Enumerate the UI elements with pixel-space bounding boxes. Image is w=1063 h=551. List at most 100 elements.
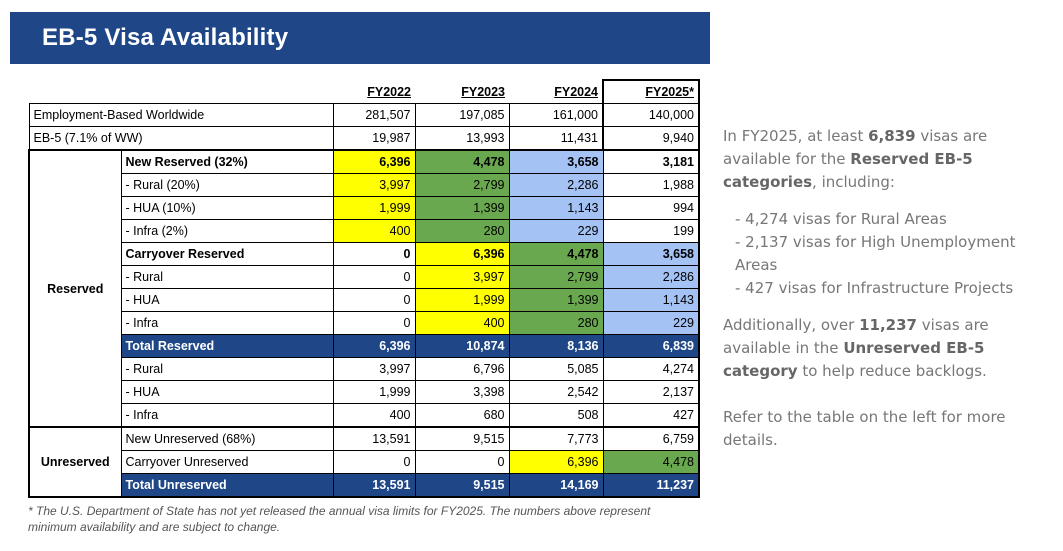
cell: 3,181 <box>602 149 700 174</box>
title-banner: EB-5 Visa Availability <box>10 12 710 64</box>
cell: 14,169 <box>508 473 604 498</box>
row-label: - HUA <box>120 380 334 404</box>
cell: 4,478 <box>414 149 510 174</box>
total-row: Total Unreserved 13,591 9,515 14,169 11,… <box>29 473 700 498</box>
table-row: Unreserved New Unreserved (68%) 13,591 9… <box>28 426 700 498</box>
row-label: - Infra <box>120 311 334 335</box>
cell: 5,085 <box>508 357 604 381</box>
cell: 2,542 <box>508 380 604 404</box>
total-row: Total Reserved 6,396 10,874 8,136 6,839 <box>29 334 700 358</box>
table-row: EB-5 (7.1% of WW) 19,987 13,993 11,431 9… <box>28 126 700 151</box>
group-label-unreserved: Unreserved <box>28 426 122 498</box>
visa-table: FY2022 FY2023 FY2024 FY2025* Employment-… <box>28 79 700 498</box>
table-row: Employment-Based Worldwide 281,507 197,0… <box>28 103 700 127</box>
cell: 9,515 <box>414 473 510 498</box>
row-label: New Reserved (32%) <box>120 149 334 174</box>
list-item: - 2,137 visas for High Unemployment Area… <box>735 233 1016 274</box>
cell: 11,431 <box>508 126 604 151</box>
cell: 2,286 <box>508 173 604 197</box>
cell: 1,988 <box>602 173 700 197</box>
cell: 680 <box>414 403 510 428</box>
row-label: New Unreserved (68%) <box>120 426 334 451</box>
row-label: - Rural <box>120 265 334 289</box>
table-row: - Infra 400 680 508 427 <box>29 403 700 428</box>
cell: 2,286 <box>602 265 700 289</box>
cell: 3,997 <box>414 265 510 289</box>
cell: 229 <box>602 311 700 335</box>
page-title: EB-5 Visa Availability <box>42 24 289 51</box>
row-label: - Infra <box>120 403 334 428</box>
table-row: - Rural 3,997 6,796 5,085 4,274 <box>29 357 700 381</box>
cell: 8,136 <box>508 334 604 358</box>
cell: 0 <box>332 288 416 312</box>
table-row: Carryover Reserved 0 6,396 4,478 3,658 <box>29 242 700 266</box>
cell: 1,999 <box>332 380 416 404</box>
cell: 6,796 <box>414 357 510 381</box>
row-label: - HUA <box>120 288 334 312</box>
table-row: Reserved New Reserved (32%) 6,396 4,478 … <box>28 149 700 428</box>
cell: 197,085 <box>414 103 510 127</box>
cell: 4,478 <box>508 242 604 266</box>
cell: 281,507 <box>332 103 416 127</box>
header-row: FY2022 FY2023 FY2024 FY2025* <box>29 79 700 104</box>
cell: 427 <box>602 403 700 428</box>
cell: 4,274 <box>602 357 700 381</box>
row-label: - HUA (10%) <box>120 196 334 220</box>
cell: 3,997 <box>332 173 416 197</box>
table-row: - Rural (20%) 3,997 2,799 2,286 1,988 <box>29 173 700 197</box>
cell: 280 <box>508 311 604 335</box>
cell: 1,399 <box>414 196 510 220</box>
row-label: - Infra (2%) <box>120 219 334 243</box>
row-label: EB-5 (7.1% of WW) <box>28 126 334 151</box>
cell: 140,000 <box>602 103 700 127</box>
cell: 2,799 <box>414 173 510 197</box>
table-row: - HUA 1,999 3,398 2,542 2,137 <box>29 380 700 404</box>
cell: 11,237 <box>602 473 700 498</box>
row-label: - Rural (20%) <box>120 173 334 197</box>
summary-panel: In FY2025, at least 6,839 visas are avai… <box>723 125 1053 452</box>
cell: 1,999 <box>414 288 510 312</box>
cell: 280 <box>414 219 510 243</box>
cell: 6,396 <box>332 334 416 358</box>
summary-paragraph: In FY2025, at least 6,839 visas are avai… <box>723 127 988 191</box>
list-item: - 427 visas for Infrastructure Projects <box>735 279 1014 297</box>
cell: 0 <box>414 450 510 474</box>
cell: 994 <box>602 196 700 220</box>
cell: 1,143 <box>508 196 604 220</box>
cell: 10,874 <box>414 334 510 358</box>
cell: 6,396 <box>414 242 510 266</box>
cell: 7,773 <box>508 426 604 451</box>
cell: 6,759 <box>602 426 700 451</box>
footnote: * The U.S. Department of State has not y… <box>28 504 651 534</box>
group-label-reserved: Reserved <box>28 149 122 428</box>
cell: 229 <box>508 219 604 243</box>
cell: 9,940 <box>602 126 700 151</box>
summary-paragraph: Additionally, over 11,237 visas are avai… <box>723 316 989 380</box>
cell: 199 <box>602 219 700 243</box>
row-label: - Rural <box>120 357 334 381</box>
cell: 6,839 <box>602 334 700 358</box>
cell: 1,143 <box>602 288 700 312</box>
cell: 13,591 <box>332 473 416 498</box>
row-label: Carryover Reserved <box>120 242 334 266</box>
cell: 6,396 <box>332 149 416 174</box>
table-row: - Infra (2%) 400 280 229 199 <box>29 219 700 243</box>
cell: 13,993 <box>414 126 510 151</box>
summary-paragraph: Refer to the table on the left for more … <box>723 408 1006 449</box>
cell: 3,997 <box>332 357 416 381</box>
cell: 6,396 <box>508 450 604 474</box>
cell: 400 <box>332 403 416 428</box>
col-header: FY2024 <box>554 84 598 99</box>
row-label: Total Unreserved <box>120 473 334 498</box>
cell: 3,658 <box>602 242 700 266</box>
row-label: Carryover Unreserved <box>120 450 334 474</box>
cell: 1,399 <box>508 288 604 312</box>
cell: 161,000 <box>508 103 604 127</box>
cell: 400 <box>414 311 510 335</box>
cell: 0 <box>332 450 416 474</box>
list-item: - 4,274 visas for Rural Areas <box>735 210 947 228</box>
cell: 9,515 <box>414 426 510 451</box>
row-label: Total Reserved <box>120 334 334 358</box>
table-row: - HUA 0 1,999 1,399 1,143 <box>29 288 700 312</box>
cell: 1,999 <box>332 196 416 220</box>
